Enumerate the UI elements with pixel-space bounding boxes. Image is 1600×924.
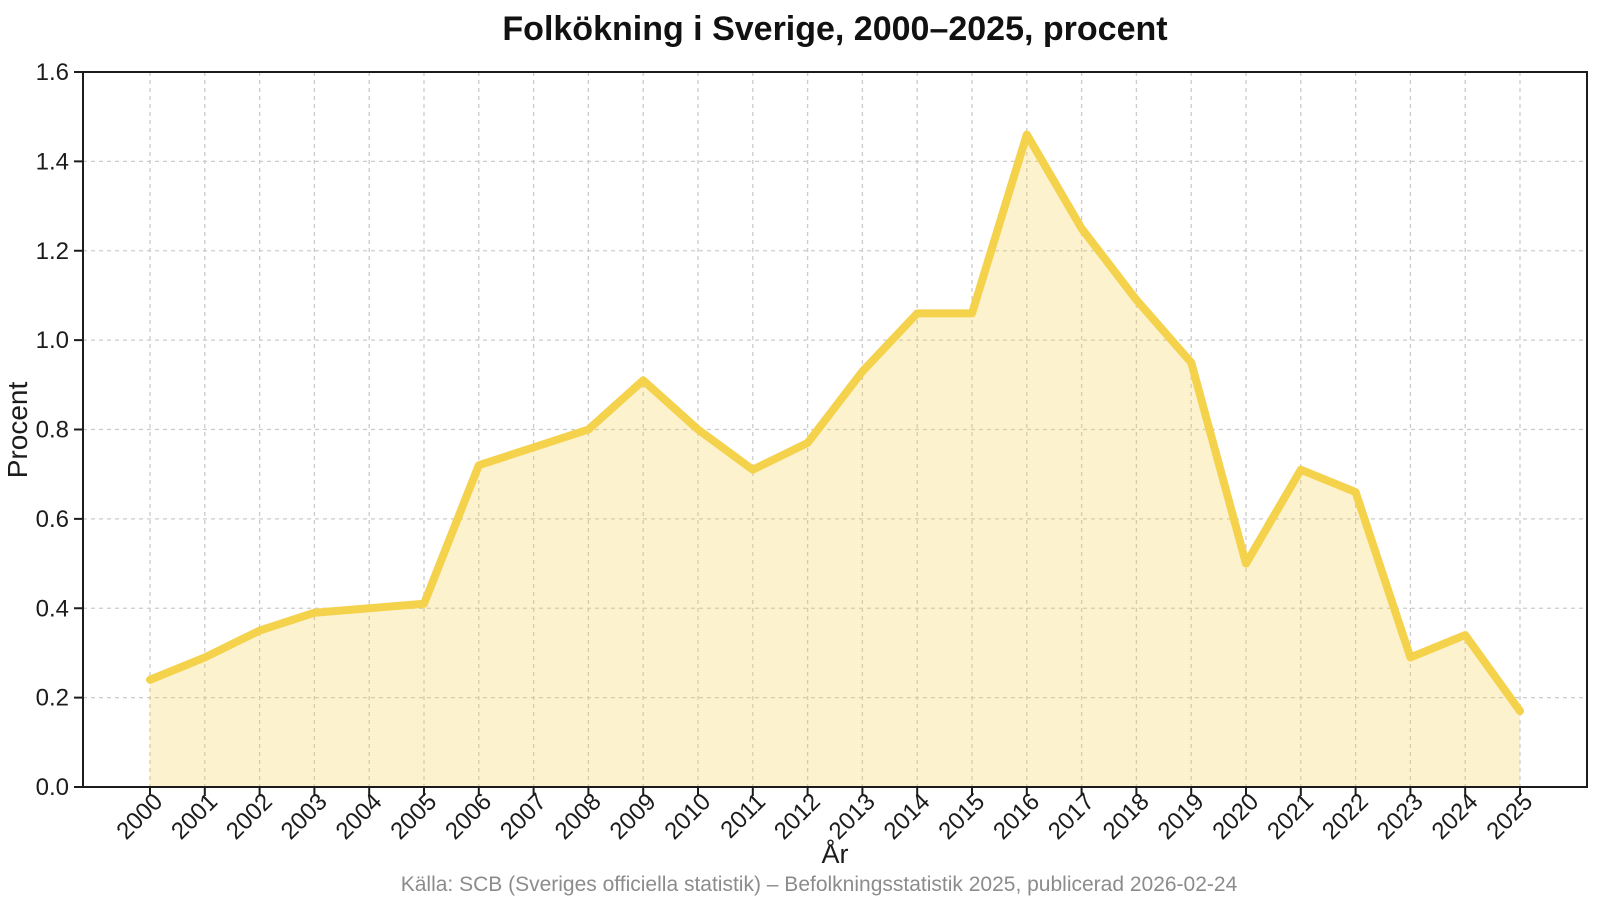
x-tick-label-2019: 2019 <box>1153 788 1210 845</box>
trend-line <box>146 130 1524 716</box>
x-tick-label-2010: 2010 <box>659 788 716 845</box>
x-tick-label-2002: 2002 <box>221 788 278 845</box>
tick-layer: 2000200120022003200420052006200720082009… <box>36 59 1539 845</box>
x-tick-label-2007: 2007 <box>495 788 552 845</box>
y-axis-title: Procent <box>2 382 33 479</box>
y-tick-label-0.8: 0.8 <box>36 417 69 444</box>
x-tick-label-2025: 2025 <box>1481 788 1538 845</box>
y-tick-label-0.4: 0.4 <box>36 595 69 622</box>
x-tick-label-2001: 2001 <box>166 788 223 845</box>
x-tick-label-2015: 2015 <box>933 788 990 845</box>
y-tick-label-1.6: 1.6 <box>36 59 69 86</box>
series-layer <box>146 130 1524 787</box>
y-tick-label-0.0: 0.0 <box>36 774 69 801</box>
x-tick-label-2020: 2020 <box>1207 788 1264 845</box>
x-tick-label-2014: 2014 <box>879 788 936 845</box>
x-tick-label-2011: 2011 <box>715 788 771 844</box>
x-tick-label-2016: 2016 <box>988 788 1045 845</box>
x-tick-label-2022: 2022 <box>1317 788 1374 845</box>
y-tick-label-1.0: 1.0 <box>36 327 69 354</box>
x-tick-label-2009: 2009 <box>605 788 662 845</box>
x-tick-label-2006: 2006 <box>440 788 497 845</box>
x-axis-title: År <box>822 838 849 869</box>
x-tick-label-2000: 2000 <box>111 788 168 845</box>
y-tick-label-1.2: 1.2 <box>36 238 69 265</box>
x-tick-label-2021: 2021 <box>1262 788 1319 845</box>
y-tick-label-1.4: 1.4 <box>36 148 69 175</box>
x-tick-label-2023: 2023 <box>1372 788 1429 845</box>
x-tick-label-2024: 2024 <box>1427 788 1484 845</box>
source-caption: Källa: SCB (Sveriges officiella statisti… <box>401 873 1238 896</box>
y-tick-label-0.2: 0.2 <box>36 685 69 712</box>
y-tick-label-0.6: 0.6 <box>36 506 69 533</box>
x-tick-label-2012: 2012 <box>769 788 826 845</box>
x-tick-label-2003: 2003 <box>276 788 333 845</box>
x-tick-label-2008: 2008 <box>550 788 607 845</box>
x-tick-label-2004: 2004 <box>331 788 388 845</box>
x-tick-label-2013: 2013 <box>824 788 881 845</box>
x-tick-label-2005: 2005 <box>385 788 442 845</box>
x-tick-label-2018: 2018 <box>1098 788 1155 845</box>
area-fill <box>150 134 1520 787</box>
chart-title: Folkökning i Sverige, 2000–2025, procent <box>502 10 1167 48</box>
x-tick-label-2017: 2017 <box>1043 788 1100 845</box>
